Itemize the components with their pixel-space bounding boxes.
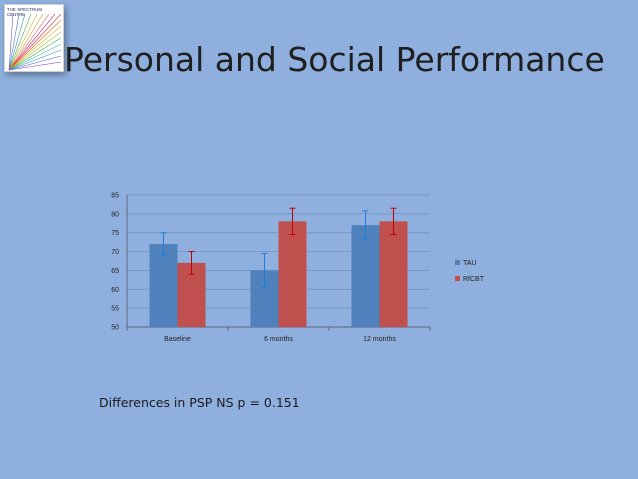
y-tick-label: 85 [111, 193, 119, 200]
bar-tau [149, 244, 178, 327]
legend-swatch [455, 276, 460, 281]
chart-svg: 50 55 60 65 70 75 80 85 Baseline 6 months 12 month… [95, 187, 510, 352]
x-tick-label: 12 months [363, 336, 396, 343]
y-tick-label: 55 [111, 306, 119, 313]
slide-title: Personal and Social Performance [64, 40, 605, 79]
logo-text: THE SPECTRUM CENTRE [7, 7, 43, 17]
y-tick-label: 75 [111, 230, 119, 237]
bar-rfcbt [379, 221, 408, 327]
y-tick-label: 70 [111, 249, 119, 256]
spectrum-rays-icon [8, 13, 62, 71]
bar-chart: 50 55 60 65 70 75 80 85 Baseline 6 months 12 month… [95, 187, 510, 352]
significance-note: Differences in PSP NS p = 0.151 [99, 395, 300, 410]
y-tick-label: 60 [111, 287, 119, 294]
legend-label: RfCBT [463, 276, 485, 283]
legend-swatch [455, 260, 460, 265]
bar-rfcbt [278, 221, 307, 327]
legend-label: TAU [463, 260, 476, 267]
y-tick-label: 65 [111, 268, 119, 275]
x-tick-label: Baseline [164, 336, 191, 343]
spectrum-centre-logo: THE SPECTRUM CENTRE [4, 4, 64, 72]
x-tick-label: 6 months [264, 336, 293, 343]
bar-tau [351, 225, 380, 327]
y-tick-label: 50 [111, 325, 119, 332]
y-tick-label: 80 [111, 211, 119, 218]
